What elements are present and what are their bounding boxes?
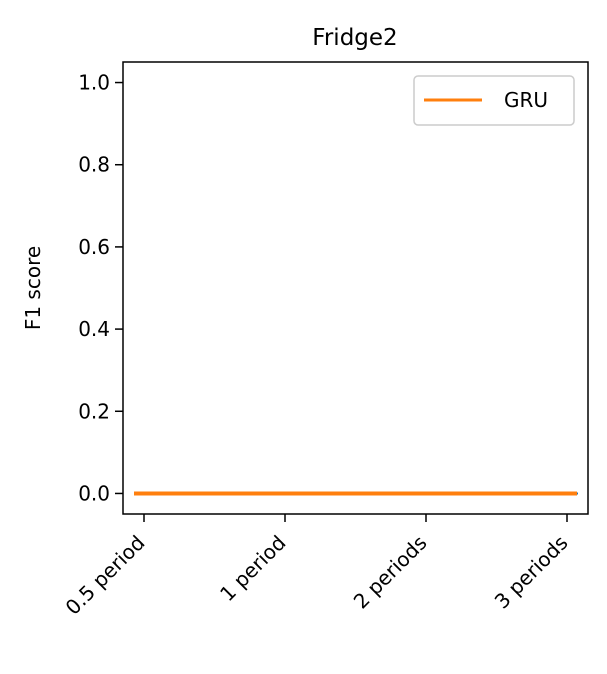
x-tick-label: 2 periods: [349, 531, 432, 614]
y-tick-label: 0.8: [78, 153, 110, 177]
y-tick-label: 0.2: [78, 399, 110, 423]
x-tick-label: 1 period: [215, 531, 291, 607]
x-tick-label: 3 periods: [490, 531, 573, 614]
x-tick-label: 0.5 period: [61, 531, 150, 620]
y-tick-label: 0.0: [78, 481, 110, 505]
legend: GRU: [413, 75, 575, 126]
legend-box: [413, 75, 575, 126]
y-axis: 0.0 0.2 0.4 0.6 0.8 1.0: [78, 71, 123, 505]
plot-area: [122, 61, 589, 515]
legend-label-gru: GRU: [504, 88, 548, 112]
chart-title: Fridge2: [312, 25, 397, 51]
y-tick-label: 0.4: [78, 317, 110, 341]
y-tick-label: 1.0: [78, 71, 110, 95]
y-tick-label: 0.6: [78, 235, 110, 259]
y-axis-label: F1 score: [21, 246, 45, 330]
x-axis: 0.5 period 1 period 2 periods 3 periods: [61, 514, 573, 620]
